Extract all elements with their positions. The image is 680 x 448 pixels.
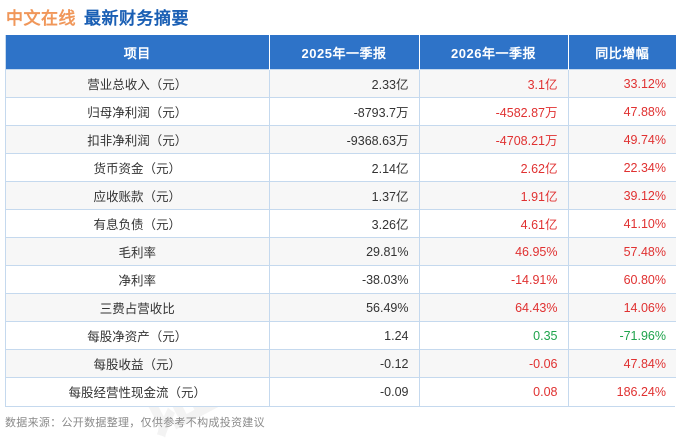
table-body: 营业总收入（元） 2.33亿 3.1亿 33.12% 归母净利润（元） -8793.7万 -… [6,69,676,406]
cell-change-rate: 47.88% [568,97,676,126]
report-title: 最新财务摘要 [84,9,189,28]
table-header-row: 项目 2025年一季报 2026年一季报 同比增幅 [6,35,676,70]
table-row: 应收账款（元） 1.37亿 1.91亿 39.12% [6,181,676,210]
cell-value-2025: -8793.7万 [269,97,420,126]
row-label: 应收账款（元） [6,181,270,210]
company-name: 中文在线 [6,9,76,28]
table-row: 有息负债（元） 3.26亿 4.61亿 41.10% [6,209,676,238]
row-label: 扣非净利润（元） [6,125,270,154]
table-row: 净利率 -38.03% -14.91% 60.80% [6,265,676,294]
table-row: 每股净资产（元） 1.24 0.35 -71.96% [6,321,676,350]
table-row: 扣非净利润（元） -9368.63万 -4708.21万 49.74% [6,125,676,154]
cell-value-2025: -0.09 [269,377,420,406]
cell-value-2025: -9368.63万 [269,125,420,154]
cell-change-rate: 60.80% [568,265,676,294]
cell-change-rate: 33.12% [568,69,676,98]
row-label: 归母净利润（元） [6,97,270,126]
cell-value-2026: 4.61亿 [419,209,569,238]
table-row: 归母净利润（元） -8793.7万 -4582.87万 47.88% [6,97,676,126]
cell-value-2026: -4708.21万 [419,125,569,154]
cell-value-2025: 2.33亿 [269,69,420,98]
column-header-item: 项目 [6,35,270,70]
row-label: 三费占营收比 [6,293,270,322]
row-label: 每股经营性现金流（元） [6,377,270,406]
cell-change-rate: 39.12% [568,181,676,210]
table-row: 每股收益（元） -0.12 -0.06 47.84% [6,349,676,378]
cell-value-2026: 1.91亿 [419,181,569,210]
cell-change-rate: -71.96% [568,321,676,350]
cell-change-rate: 41.10% [568,209,676,238]
cell-value-2026: -4582.87万 [419,97,569,126]
row-label: 每股净资产（元） [6,321,270,350]
column-header-change: 同比增幅 [568,35,676,70]
cell-value-2025: 2.14亿 [269,153,420,182]
table-row: 每股经营性现金流（元） -0.09 0.08 186.24% [6,377,676,406]
cell-change-rate: 47.84% [568,349,676,378]
row-label: 货币资金（元） [6,153,270,182]
cell-change-rate: 57.48% [568,237,676,266]
cell-value-2025: 1.37亿 [269,181,420,210]
cell-value-2026: 3.1亿 [419,69,569,98]
table-row: 毛利率 29.81% 46.95% 57.48% [6,237,676,266]
column-header-year-2026: 2026年一季报 [419,35,569,70]
column-header-year-2025: 2025年一季报 [269,35,420,70]
row-label: 毛利率 [6,237,270,266]
cell-value-2025: 56.49% [269,293,420,322]
cell-value-2026: 2.62亿 [419,153,569,182]
row-label: 营业总收入（元） [6,69,270,98]
cell-value-2026: 0.35 [419,321,569,350]
cell-change-rate: 49.74% [568,125,676,154]
table-row: 三费占营收比 56.49% 64.43% 14.06% [6,293,676,322]
table-row: 货币资金（元） 2.14亿 2.62亿 22.34% [6,153,676,182]
cell-value-2025: -38.03% [269,265,420,294]
cell-value-2026: 0.08 [419,377,569,406]
cell-change-rate: 186.24% [568,377,676,406]
cell-value-2025: 29.81% [269,237,420,266]
cell-value-2026: 64.43% [419,293,569,322]
data-source-note: 数据来源：公开数据整理，仅供参考不构成投资建议 [5,416,265,429]
table-row: 营业总收入（元） 2.33亿 3.1亿 33.12% [6,69,676,98]
cell-value-2025: 3.26亿 [269,209,420,238]
cell-value-2026: -0.06 [419,349,569,378]
cell-change-rate: 14.06% [568,293,676,322]
cell-value-2026: 46.95% [419,237,569,266]
cell-change-rate: 22.34% [568,153,676,182]
row-label: 净利率 [6,265,270,294]
row-label: 每股收益（元） [6,349,270,378]
page-title: 中文在线 最新财务摘要 [0,0,680,30]
cell-value-2025: 1.24 [269,321,420,350]
cell-value-2026: -14.91% [419,265,569,294]
cell-value-2025: -0.12 [269,349,420,378]
row-label: 有息负债（元） [6,209,270,238]
financial-summary-table: 项目 2025年一季报 2026年一季报 同比增幅 营业总收入（元） 2.33亿 3… [5,35,676,407]
